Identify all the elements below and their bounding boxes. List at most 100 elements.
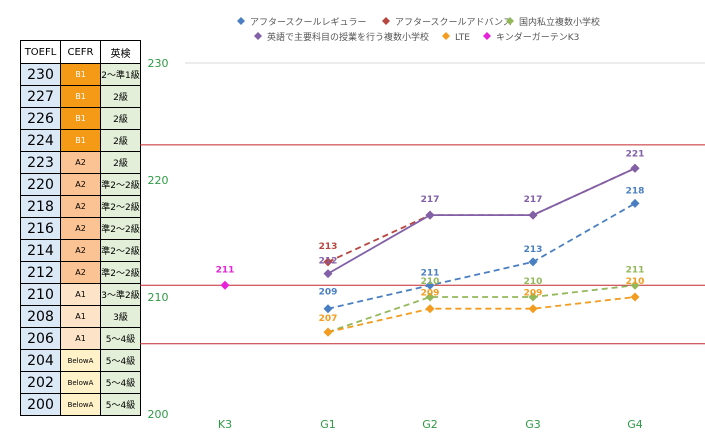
legend-marker (506, 17, 514, 25)
data-label: 210 (524, 277, 543, 287)
toefl-score-cell: 223 (20, 151, 61, 174)
eiken-grade-cell: 準2〜2級 (100, 195, 141, 218)
table-row: 208 A1 3級 (20, 305, 141, 328)
y-tick-label: 200 (148, 408, 169, 421)
data-point (323, 269, 333, 279)
data-point (323, 257, 333, 267)
table-header-cell: 英検 (100, 40, 141, 64)
x-tick-label: K3 (218, 418, 232, 431)
data-label: 210 (626, 277, 645, 287)
legend-label: 英語で主要科目の授業を行う複数小学校 (267, 31, 429, 43)
table-row: 224 B1 2級 (20, 129, 141, 152)
legend-marker (442, 32, 450, 40)
cefr-level-cell: A2 (60, 261, 101, 284)
y-tick-label: 210 (148, 291, 169, 304)
table-row: 200 BelowA 5〜4級 (20, 393, 141, 416)
eiken-grade-cell: 2〜準1級 (100, 63, 141, 86)
data-point (220, 280, 230, 290)
table-row: 223 A2 2級 (20, 151, 141, 174)
legend-label: 国内私立複数小学校 (519, 16, 600, 28)
data-point (425, 304, 435, 314)
data-label: 207 (319, 314, 338, 324)
eiken-grade-cell: 3級 (100, 305, 141, 328)
legend-label: LTE (455, 33, 470, 43)
legend-marker (237, 17, 245, 25)
score-conversion-table: TOEFL CEFR 英検 230 B1 2〜準1級 227 B1 2級 226 B1 2級 224 B1… (20, 40, 141, 416)
toefl-score-cell: 216 (20, 217, 61, 240)
data-point (528, 210, 538, 220)
toefl-cefr-eiken-table: TOEFL CEFR 英検 230 B1 2〜準1級 227 B1 2級 226 B1 2級 224 B1… (20, 40, 141, 416)
data-point (528, 304, 538, 314)
eiken-grade-cell: 3〜準2級 (100, 283, 141, 306)
toefl-score-cell: 200 (20, 393, 61, 416)
data-label: 209 (524, 289, 543, 299)
reference-lines (140, 144, 705, 345)
eiken-grade-cell: 準2〜2級 (100, 173, 141, 196)
data-label: 211 (626, 265, 645, 275)
data-label: 210 (421, 277, 440, 287)
cefr-level-cell: BelowA (60, 349, 101, 372)
cefr-level-cell: B1 (60, 85, 101, 108)
table-row: 230 B1 2〜準1級 (20, 63, 141, 86)
data-label: 211 (216, 265, 235, 275)
data-point (528, 257, 538, 267)
x-tick-label: G1 (320, 418, 336, 431)
y-tick-label: 230 (148, 57, 169, 70)
chart-legend: アフタースクールレギュラー アフタースクールアドバンス 国内私立複数小学校英語で主要… (237, 16, 600, 43)
toefl-score-cell: 206 (20, 327, 61, 350)
series-line (327, 284, 636, 333)
toefl-score-cell: 214 (20, 239, 61, 262)
data-label: 212 (319, 257, 338, 267)
cefr-level-cell: A1 (60, 305, 101, 328)
x-axis: K3 G1 G2 G3 G4 (218, 418, 643, 431)
series-line (327, 167, 636, 275)
data-point (630, 280, 640, 290)
eiken-grade-cell: 5〜4級 (100, 371, 141, 394)
series-lines (327, 167, 636, 333)
series-line (327, 202, 636, 310)
data-point (425, 210, 435, 220)
data-label: 213 (319, 242, 338, 252)
eiken-grade-cell: 5〜4級 (100, 327, 141, 350)
y-axis: 200 210 220 230 (148, 57, 169, 421)
data-point (630, 163, 640, 173)
eiken-grade-cell: 準2〜2級 (100, 261, 141, 284)
data-point (528, 292, 538, 302)
data-point (630, 198, 640, 208)
eiken-grade-cell: 2級 (100, 85, 141, 108)
data-label: 218 (626, 186, 645, 196)
eiken-grade-cell: 5〜4級 (100, 393, 141, 416)
eiken-grade-cell: 5〜4級 (100, 349, 141, 372)
series-line (327, 296, 636, 333)
table-row: 214 A2 準2〜2級 (20, 239, 141, 262)
x-tick-label: G4 (627, 418, 643, 431)
cefr-level-cell: BelowA (60, 393, 101, 416)
data-label: 211 (421, 268, 440, 278)
table-header-cell: CEFR (60, 40, 101, 64)
table-row: 204 BelowA 5〜4級 (20, 349, 141, 372)
toefl-score-cell: 230 (20, 63, 61, 86)
data-label: 213 (524, 245, 543, 255)
cefr-level-cell: A2 (60, 151, 101, 174)
cefr-level-cell: A1 (60, 327, 101, 350)
toefl-score-cell: 210 (20, 283, 61, 306)
data-label: 217 (421, 195, 440, 205)
eiken-grade-cell: 準2〜2級 (100, 239, 141, 262)
legend-label: アフタースクールアドバンス (395, 17, 512, 28)
toefl-score-cell: 226 (20, 107, 61, 130)
legend-label: アフタースクールレギュラー (250, 17, 367, 28)
table-header-cell: TOEFL (20, 40, 61, 64)
cefr-level-cell: A2 (60, 195, 101, 218)
table-row: 206 A1 5〜4級 (20, 327, 141, 350)
eiken-grade-cell: 2級 (100, 129, 141, 152)
data-point (630, 292, 640, 302)
data-label: 221 (626, 149, 645, 159)
data-label: 217 (524, 195, 543, 205)
legend-label: キンダーガーテンK3 (496, 31, 579, 43)
x-tick-label: G2 (422, 418, 438, 431)
toefl-score-cell: 204 (20, 349, 61, 372)
table-row: 210 A1 3〜準2級 (20, 283, 141, 306)
toefl-score-cell: 208 (20, 305, 61, 328)
